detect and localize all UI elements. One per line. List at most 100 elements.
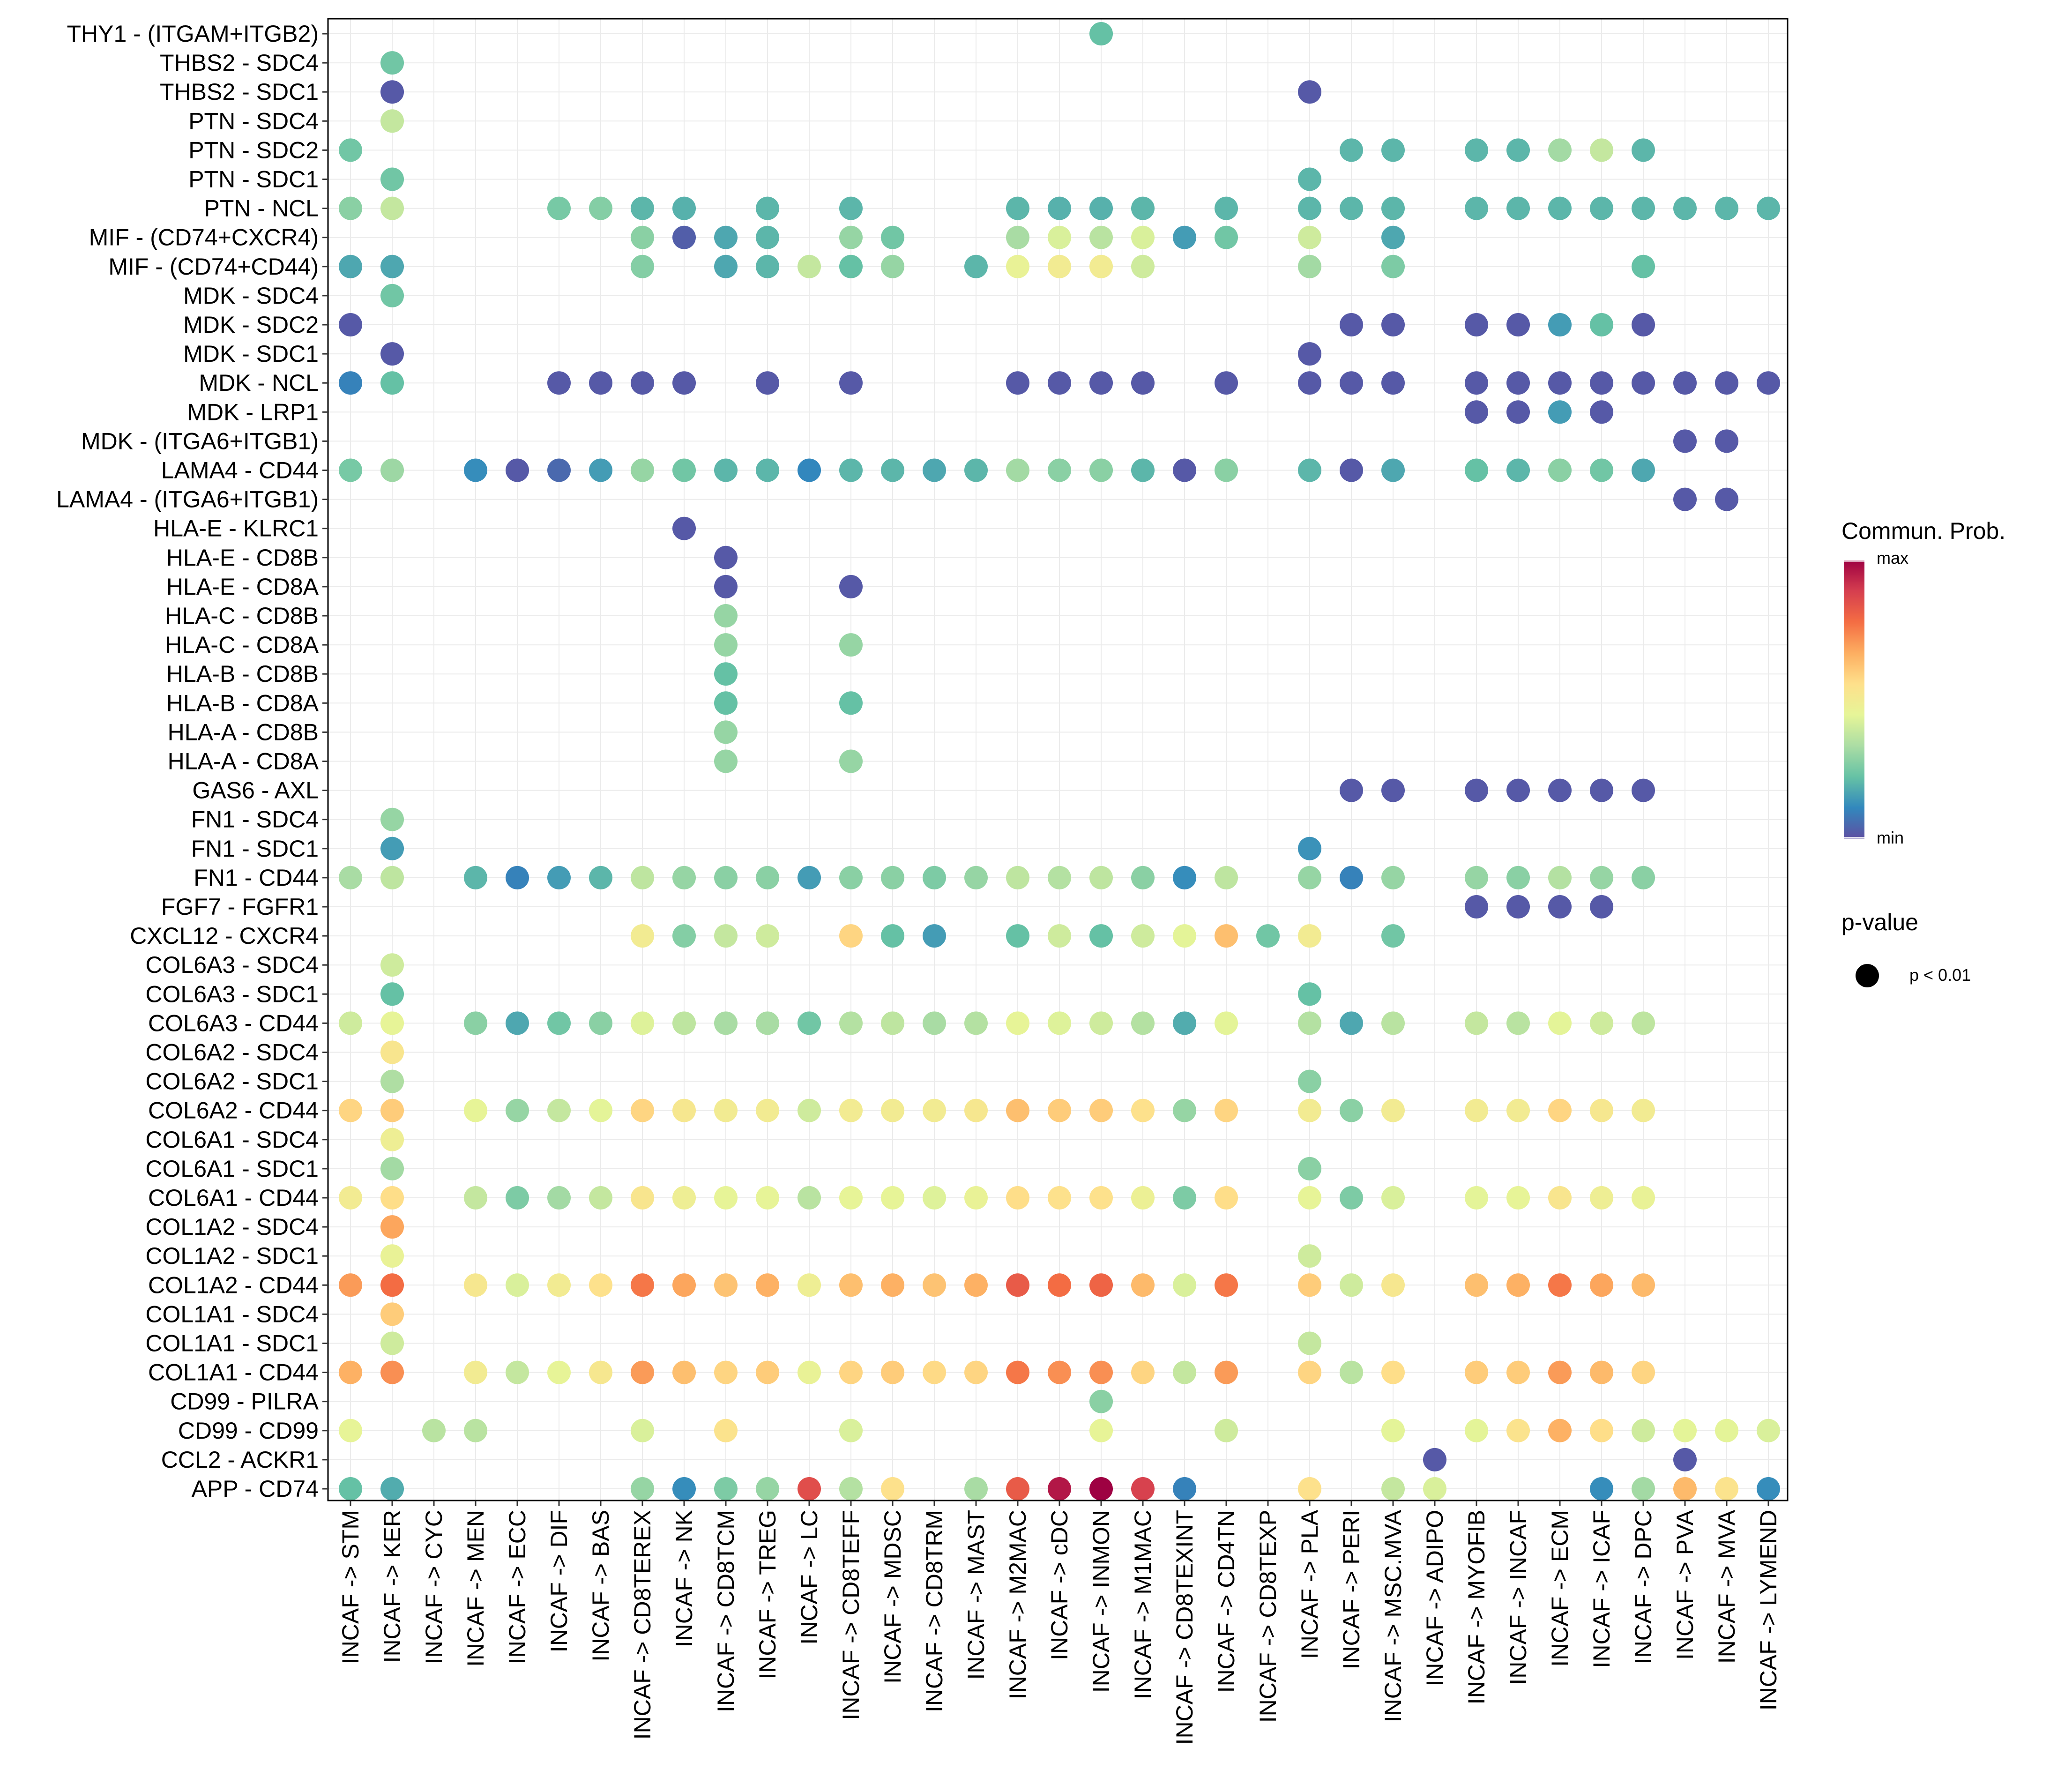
data-point <box>589 1098 612 1122</box>
y-tick-label: COL6A2 - SDC1 <box>145 1068 319 1095</box>
data-point <box>1506 1419 1530 1442</box>
data-point <box>1089 1360 1113 1384</box>
data-point <box>1048 924 1071 948</box>
y-tick-label: HLA-E - CD8B <box>166 545 319 571</box>
data-point <box>1006 1098 1029 1122</box>
data-point <box>1590 1360 1613 1384</box>
data-point <box>798 1477 821 1501</box>
data-point <box>714 604 738 627</box>
data-point <box>1131 458 1155 482</box>
data-point <box>798 1186 821 1210</box>
data-point <box>1632 1273 1655 1297</box>
data-point <box>1173 1477 1196 1501</box>
data-point <box>339 1098 362 1122</box>
data-point <box>1715 429 1738 453</box>
data-point <box>506 1011 529 1035</box>
data-point <box>714 749 738 773</box>
data-point <box>714 575 738 598</box>
data-point <box>1381 458 1405 482</box>
x-tick-label: INCAF -> ICAF <box>1588 1510 1615 1668</box>
data-point <box>1215 458 1238 482</box>
data-point <box>1131 1186 1155 1210</box>
data-point <box>1048 1011 1071 1035</box>
data-point <box>589 196 612 220</box>
data-point <box>547 866 571 889</box>
data-point <box>881 866 904 889</box>
data-point <box>1089 1477 1113 1501</box>
data-point <box>589 371 612 395</box>
data-point <box>964 1098 988 1122</box>
data-point <box>380 371 404 395</box>
data-point <box>1506 458 1530 482</box>
data-point <box>1298 1273 1321 1297</box>
y-tick-label: COL1A2 - SDC4 <box>145 1214 319 1240</box>
x-tick-label: INCAF -> M2MAC <box>1005 1510 1031 1699</box>
data-point <box>506 1098 529 1122</box>
data-point <box>1381 138 1405 162</box>
data-point <box>631 1273 654 1297</box>
data-points <box>339 22 1780 1501</box>
data-point <box>631 1011 654 1035</box>
data-point <box>1215 924 1238 948</box>
data-point <box>1089 866 1113 889</box>
data-point <box>839 254 863 278</box>
x-tick-label: INCAF -> DIF <box>546 1510 572 1652</box>
data-point <box>1632 371 1655 395</box>
x-tick-label: INCAF -> PVA <box>1672 1509 1698 1660</box>
x-tick-label: INCAF -> STM <box>337 1510 364 1664</box>
data-point <box>1632 254 1655 278</box>
data-point <box>1548 313 1572 336</box>
data-point <box>1298 1069 1321 1093</box>
data-point <box>1590 458 1613 482</box>
data-point <box>506 866 529 889</box>
data-point <box>1048 225 1071 249</box>
data-point <box>1590 371 1613 395</box>
data-point <box>1006 225 1029 249</box>
data-point <box>1006 458 1029 482</box>
data-point <box>881 1477 904 1501</box>
data-point <box>339 313 362 336</box>
data-point <box>1548 371 1572 395</box>
x-tick-label: INCAF -> ECC <box>504 1510 530 1664</box>
data-point <box>714 1098 738 1122</box>
data-point <box>380 254 404 278</box>
data-point <box>1590 1098 1613 1122</box>
data-point <box>923 458 946 482</box>
data-point <box>714 225 738 249</box>
data-point <box>1340 778 1363 802</box>
data-point <box>1381 313 1405 336</box>
data-point <box>1298 866 1321 889</box>
y-tick-label: MDK - SDC2 <box>183 312 319 338</box>
data-point <box>714 691 738 715</box>
data-point <box>1006 866 1029 889</box>
data-point <box>1089 1186 1113 1210</box>
data-point <box>672 866 696 889</box>
data-point <box>631 458 654 482</box>
data-point <box>964 1186 988 1210</box>
data-point <box>339 196 362 220</box>
data-point <box>1673 1477 1697 1501</box>
data-point <box>1006 1273 1029 1297</box>
data-point <box>1673 371 1697 395</box>
data-point <box>1340 1011 1363 1035</box>
data-point <box>756 1360 779 1384</box>
data-point <box>839 1360 863 1384</box>
data-point <box>756 196 779 220</box>
data-point <box>1506 1098 1530 1122</box>
data-point <box>1298 342 1321 366</box>
data-point <box>839 371 863 395</box>
data-point <box>464 866 487 889</box>
x-tick-label: INCAF -> TREG <box>754 1510 781 1680</box>
data-point <box>339 1186 362 1210</box>
data-point <box>1173 1273 1196 1297</box>
legend-size-title: p-value <box>1841 909 1918 935</box>
data-point <box>1465 1360 1488 1384</box>
data-point <box>1006 371 1029 395</box>
y-tick-label: MDK - SDC4 <box>183 283 319 309</box>
data-point <box>380 342 404 366</box>
data-point <box>1256 924 1280 948</box>
x-tick-label: INCAF -> cDC <box>1046 1510 1073 1660</box>
x-tick-labels: INCAF -> STM INCAF -> KER INCAF -> CYC INCA… <box>337 1501 1782 1745</box>
data-point <box>1340 458 1363 482</box>
data-point <box>1423 1448 1446 1471</box>
